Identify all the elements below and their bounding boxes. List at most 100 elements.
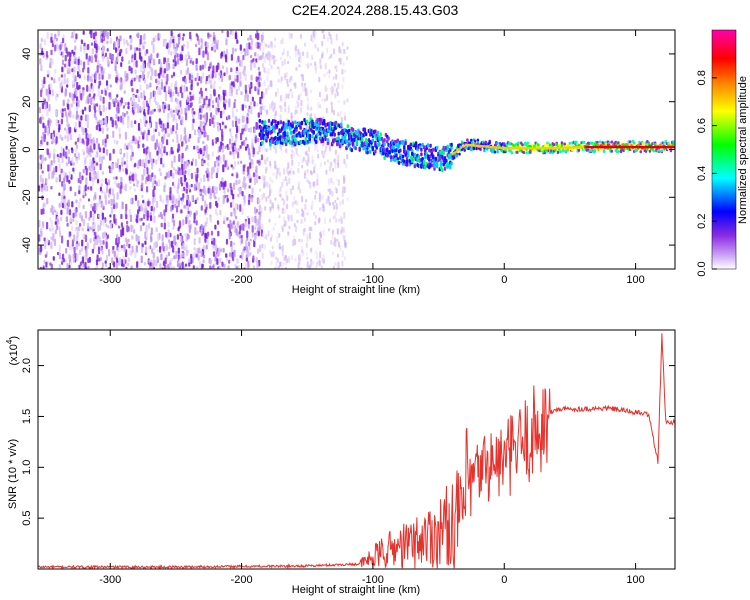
noise-cell [141, 174, 144, 181]
noise-cell [214, 39, 217, 44]
noise-cell [230, 202, 233, 208]
noise-cell [246, 230, 249, 239]
noise-cell [191, 158, 195, 162]
signal-core-cell [559, 146, 561, 149]
noise-cell [260, 55, 263, 61]
noise-cell [239, 188, 242, 195]
noise-cell [267, 195, 270, 199]
noise-cell [104, 263, 107, 267]
noise-cell [230, 189, 233, 195]
signal-cell [450, 161, 453, 166]
noise-cell [278, 242, 281, 250]
noise-cell [296, 100, 298, 104]
noise-cell [331, 90, 334, 95]
noise-cell [204, 209, 207, 214]
noise-cell [50, 207, 53, 213]
noise-cell [87, 198, 91, 202]
signal-core-cell [500, 146, 502, 150]
signal-cell [305, 119, 309, 124]
noise-cell [210, 112, 213, 118]
noise-cell [158, 141, 161, 147]
noise-cell [220, 51, 224, 57]
noise-cell [315, 266, 317, 269]
signal-core-cell [531, 147, 534, 150]
noise-cell [165, 61, 169, 69]
signal-core-cell [543, 147, 546, 150]
noise-cell [90, 78, 93, 83]
signal-cell [525, 151, 528, 155]
signal-cell [299, 125, 302, 130]
noise-cell [341, 84, 344, 89]
noise-cell [231, 120, 234, 128]
signal-cell [450, 142, 453, 147]
signal-cell [304, 136, 307, 141]
noise-cell [204, 131, 207, 138]
noise-cell [42, 208, 45, 215]
noise-cell [164, 75, 167, 82]
noise-cell [182, 44, 185, 48]
signal-cell [463, 148, 466, 152]
noise-cell [69, 54, 72, 62]
noise-cell [38, 234, 41, 242]
noise-cell [249, 34, 252, 40]
noise-cell [169, 91, 172, 98]
noise-cell [43, 202, 46, 207]
noise-cell [290, 214, 293, 222]
noise-cell [106, 234, 109, 239]
noise-cell [90, 42, 94, 46]
signal-core-cell [504, 147, 506, 150]
noise-cell [179, 254, 182, 259]
noise-cell [326, 47, 329, 54]
noise-cell [234, 209, 237, 217]
noise-cell [69, 231, 72, 237]
noise-cell [241, 104, 244, 111]
noise-cell [72, 60, 75, 65]
noise-cell [51, 89, 54, 97]
noise-cell [218, 77, 221, 81]
noise-cell [134, 174, 138, 181]
noise-cell [181, 37, 185, 41]
noise-cell [236, 39, 239, 44]
noise-cell [341, 69, 344, 75]
noise-cell [99, 31, 102, 35]
signal-core-cell [501, 146, 504, 150]
noise-cell [121, 56, 124, 62]
noise-cell [74, 45, 77, 51]
noise-cell [280, 145, 283, 151]
noise-cell [69, 255, 72, 260]
noise-cell [166, 73, 169, 82]
noise-cell [110, 116, 113, 121]
noise-cell [302, 210, 305, 218]
noise-cell [101, 38, 104, 43]
noise-cell [316, 173, 319, 179]
noise-cell [304, 89, 307, 97]
noise-cell [58, 162, 61, 171]
signal-cell [374, 149, 377, 154]
noise-cell [332, 167, 334, 172]
noise-cell [186, 95, 189, 103]
noise-cell [257, 112, 260, 118]
signal-core-cell [474, 144, 476, 147]
noise-cell [58, 174, 61, 183]
noise-cell [181, 116, 184, 125]
noise-cell [240, 60, 243, 68]
noise-cell [160, 222, 163, 228]
noise-cell [48, 104, 51, 112]
noise-cell [216, 121, 219, 126]
noise-cell [56, 43, 59, 51]
noise-cell [149, 215, 153, 222]
noise-cell [125, 74, 128, 82]
noise-cell [241, 124, 245, 129]
signal-core-cell [521, 147, 523, 150]
noise-cell [326, 94, 328, 101]
noise-cell [307, 156, 310, 164]
noise-cell [313, 212, 315, 216]
noise-cell [158, 58, 161, 65]
noise-cell [248, 84, 251, 88]
noise-cell [39, 245, 42, 253]
noise-cell [276, 66, 279, 70]
signal-core-cell [605, 145, 607, 149]
noise-cell [299, 57, 302, 64]
signal-core-cell [634, 145, 636, 149]
signal-cell [577, 148, 581, 152]
